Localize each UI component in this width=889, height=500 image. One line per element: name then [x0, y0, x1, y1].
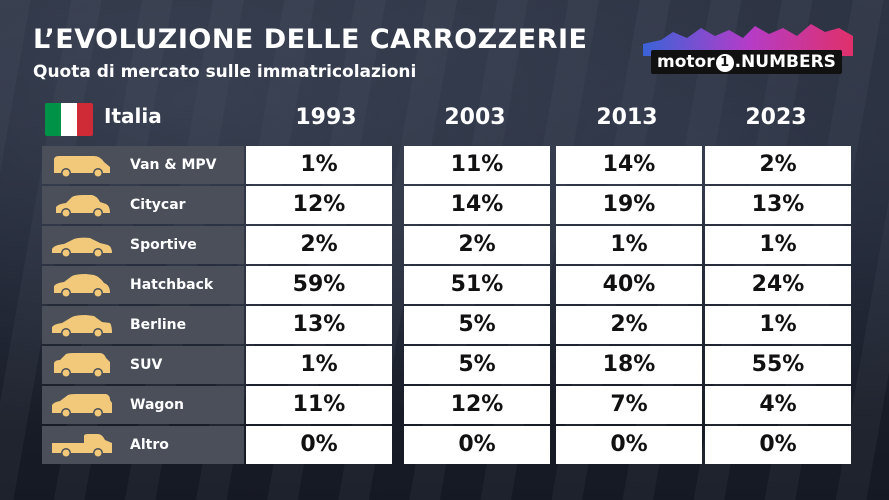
value-cell: 2% — [556, 306, 702, 344]
column-header: 2003 — [444, 105, 506, 130]
category-label: Altro — [130, 437, 169, 453]
sports-car-icon — [52, 237, 112, 258]
italy-flag-icon — [45, 103, 93, 136]
category-cell: Berline — [42, 306, 244, 344]
value-cell: 5% — [404, 306, 550, 344]
value-cell: 12% — [404, 386, 550, 424]
value-cell: 59% — [246, 266, 392, 304]
table-row: Sportive 2% 2% 1% 1% — [42, 226, 851, 264]
column-header: 2023 — [745, 105, 807, 130]
category-cell: Hatchback — [42, 266, 244, 304]
table-row: Hatchback 59% 51% 40% 24% — [42, 266, 851, 304]
category-label: Hatchback — [130, 277, 214, 293]
value-cell: 24% — [705, 266, 851, 304]
value-cell: 2% — [404, 226, 550, 264]
motor1-numbers-logo: motor 1 .NUMBERS — [643, 22, 853, 76]
table-row: Wagon 11% 12% 7% 4% — [42, 386, 851, 424]
category-cell: Sportive — [42, 226, 244, 264]
van-icon — [54, 156, 110, 178]
value-cell: 2% — [246, 226, 392, 264]
category-cell: SUV — [42, 346, 244, 384]
table-row: Berline 13% 5% 2% 1% — [42, 306, 851, 344]
chart-subtitle: Quota di mercato sulle immatricolazioni — [33, 62, 417, 82]
category-label: SUV — [130, 357, 163, 373]
skyline-graphic-icon — [643, 24, 853, 56]
flag-stripe — [61, 103, 77, 136]
value-cell: 1% — [246, 146, 392, 184]
wagon-icon — [52, 394, 112, 418]
column-header: 1993 — [295, 105, 357, 130]
category-cell: Altro — [42, 426, 244, 464]
value-cell: 1% — [246, 346, 392, 384]
value-cell: 4% — [705, 386, 851, 424]
value-cell: 5% — [404, 346, 550, 384]
value-cell: 7% — [556, 386, 702, 424]
value-cell: 0% — [404, 426, 550, 464]
value-cell: 0% — [556, 426, 702, 464]
country-label: Italia — [104, 104, 162, 128]
category-label: Sportive — [130, 237, 197, 253]
table-row: SUV 1% 5% 18% 55% — [42, 346, 851, 384]
citycar-icon — [56, 195, 110, 218]
value-cell: 0% — [246, 426, 392, 464]
market-share-table: Van & MPV 1% 11% 14% 2% Citycar 12% 14% 19% 13% Sp… — [42, 146, 851, 467]
value-cell: 18% — [556, 346, 702, 384]
logo-number: 1 — [715, 54, 734, 72]
category-cell: Van & MPV — [42, 146, 244, 184]
value-cell: 1% — [556, 226, 702, 264]
value-cell: 2% — [705, 146, 851, 184]
column-header: 2013 — [596, 105, 658, 130]
table-row: Altro 0% 0% 0% 0% — [42, 426, 851, 464]
value-cell: 40% — [556, 266, 702, 304]
logo-suffix: .NUMBERS — [734, 52, 836, 72]
value-cell: 1% — [705, 306, 851, 344]
chart-title: L’EVOLUZIONE DELLE CARROZZERIE — [33, 24, 588, 55]
suv-icon — [54, 353, 110, 378]
value-cell: 11% — [246, 386, 392, 424]
value-cell: 1% — [705, 226, 851, 264]
category-label: Berline — [130, 317, 187, 333]
value-cell: 55% — [705, 346, 851, 384]
value-cell: 12% — [246, 186, 392, 224]
value-cell: 11% — [404, 146, 550, 184]
category-cell: Wagon — [42, 386, 244, 424]
value-cell: 13% — [246, 306, 392, 344]
table-row: Van & MPV 1% 11% 14% 2% — [42, 146, 851, 184]
category-label: Citycar — [130, 197, 186, 213]
value-cell: 14% — [404, 186, 550, 224]
logo-word: motor — [657, 52, 715, 72]
flag-stripe — [45, 103, 61, 136]
category-label: Van & MPV — [130, 157, 217, 173]
category-cell: Citycar — [42, 186, 244, 224]
flag-stripe — [77, 103, 93, 136]
value-cell: 13% — [705, 186, 851, 224]
table-row: Citycar 12% 14% 19% 13% — [42, 186, 851, 224]
hatchback-icon — [54, 274, 110, 298]
value-cell: 19% — [556, 186, 702, 224]
pickup-icon — [52, 434, 112, 458]
sedan-icon — [52, 315, 112, 338]
category-label: Wagon — [130, 397, 184, 413]
value-cell: 14% — [556, 146, 702, 184]
value-cell: 0% — [705, 426, 851, 464]
value-cell: 51% — [404, 266, 550, 304]
